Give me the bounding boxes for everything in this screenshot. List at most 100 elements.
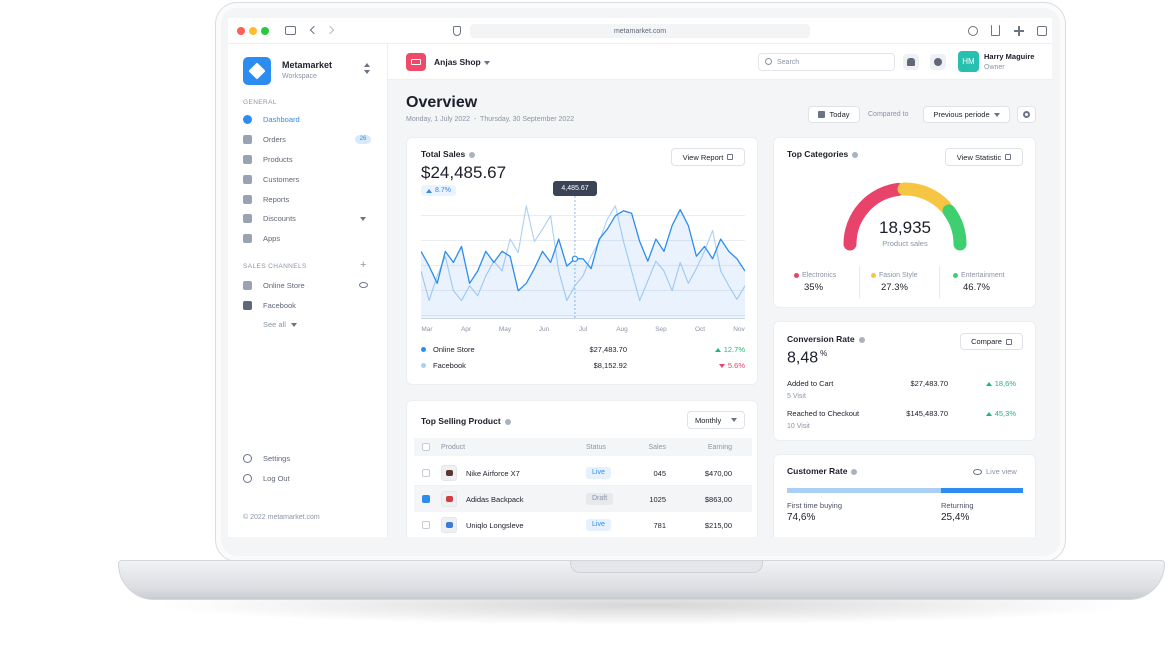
- live-view[interactable]: Live view: [973, 468, 1017, 476]
- help-button[interactable]: [930, 54, 946, 70]
- shop-icon-mark: [411, 59, 421, 65]
- nav-item[interactable]: Customers: [228, 174, 388, 186]
- channel-label: Facebook: [263, 301, 296, 310]
- channel-item[interactable]: Facebook: [228, 300, 388, 312]
- nav-icon: [243, 214, 252, 223]
- info-icon[interactable]: [469, 151, 476, 158]
- conversion-visits: 5 Visit: [787, 393, 806, 400]
- row-checkbox[interactable]: [422, 469, 430, 477]
- divider: [939, 266, 940, 298]
- chevron: [731, 418, 737, 422]
- today-button[interactable]: Today: [808, 106, 860, 123]
- tabs-icon[interactable]: [1037, 26, 1047, 36]
- shop-name[interactable]: Anjas Shop: [434, 57, 481, 67]
- x-tick-label: May: [498, 326, 512, 333]
- brand-logo-mark: [248, 62, 266, 80]
- info-icon[interactable]: [851, 468, 858, 475]
- forward-button[interactable]: [325, 25, 335, 35]
- footer: © 2022 metamarket.com: [243, 514, 320, 521]
- table-row[interactable]: Nike Airforce X7 Live 045 $470,00: [414, 460, 752, 486]
- conversion-change: 18,6%: [966, 380, 1016, 388]
- channel-item[interactable]: Online Store: [228, 280, 388, 292]
- nav-item[interactable]: Apps: [228, 233, 388, 245]
- avatar[interactable]: HM: [958, 51, 979, 72]
- channel-icon: [243, 301, 252, 310]
- view-report-button[interactable]: View Report: [671, 148, 745, 166]
- column-header[interactable]: Earning: [707, 444, 732, 451]
- card-title: Top Categories: [787, 150, 859, 159]
- info-icon[interactable]: [858, 336, 865, 343]
- column-header[interactable]: Sales: [648, 444, 666, 451]
- product-thumbnail-item: [446, 470, 453, 476]
- conversion-card: Conversion Rate Compare 8,48% Added to C…: [773, 321, 1036, 441]
- compare-select[interactable]: Previous periode: [923, 106, 1010, 123]
- legend-change-text: 12.7%: [723, 345, 745, 354]
- brand-name: Metamarket: [282, 60, 333, 70]
- channel-visibility[interactable]: [359, 282, 368, 288]
- nav-badge: 26: [355, 135, 371, 144]
- nav-item[interactable]: Discounts: [228, 213, 388, 225]
- card-title: Total Sales: [421, 150, 476, 159]
- table-row[interactable]: Adidas Backpack Draft 1025 $863,00: [414, 486, 752, 512]
- workspace-switch-down[interactable]: [364, 70, 370, 74]
- card-title: Top Selling Product: [421, 417, 511, 426]
- sidebar-toggle[interactable]: [285, 26, 296, 35]
- compare-button[interactable]: Compare: [960, 333, 1023, 350]
- chevron: [993, 112, 1000, 117]
- add-channel[interactable]: +: [360, 259, 367, 271]
- share-icon[interactable]: [991, 25, 1000, 36]
- back-button[interactable]: [309, 25, 319, 35]
- period-select[interactable]: Monthly: [687, 411, 745, 429]
- topbar: Anjas Shop Search HM Harry Maguire Owner: [388, 44, 1052, 80]
- card-title: Conversion Rate: [787, 335, 865, 344]
- nav-icon: [243, 115, 252, 124]
- window-close[interactable]: [237, 27, 245, 35]
- category-label: Entertainment: [961, 272, 1005, 279]
- sidebar: Metamarket Workspace GENERAL SALES CHANN…: [228, 44, 388, 537]
- info-icon[interactable]: [504, 418, 511, 425]
- conversion-change: 45,3%: [966, 410, 1016, 418]
- brand-logo[interactable]: [243, 57, 271, 85]
- search-box[interactable]: Search: [758, 53, 895, 71]
- table-row[interactable]: Uniqlo Longsleve Live 781 $215,00: [414, 512, 752, 537]
- nav-label: Discounts: [263, 214, 296, 223]
- eye-icon: [973, 468, 982, 475]
- shop-dropdown[interactable]: [484, 61, 490, 65]
- download-icon[interactable]: [968, 26, 978, 36]
- product-name: Adidas Backpack: [466, 495, 524, 504]
- x-tick-label: Mar: [421, 326, 433, 333]
- settings-button[interactable]: [1017, 106, 1036, 123]
- privacy-icon[interactable]: [453, 26, 461, 36]
- up-arrow: [985, 382, 992, 387]
- window-minimize[interactable]: [249, 27, 257, 35]
- workspace-switch-up[interactable]: [364, 63, 370, 67]
- nav-item[interactable]: Log Out: [228, 473, 388, 485]
- earning-cell: $470,00: [704, 469, 732, 478]
- row-checkbox[interactable]: [422, 495, 430, 503]
- category-swatch: [794, 273, 799, 278]
- row-checkbox[interactable]: [422, 521, 430, 529]
- status-badge: Live: [586, 467, 611, 479]
- nav-item[interactable]: Settings: [228, 453, 388, 465]
- legend-label: Facebook: [433, 361, 466, 370]
- see-all[interactable]: See all: [263, 321, 298, 329]
- column-header[interactable]: Status: [586, 444, 606, 451]
- external-icon: [727, 154, 734, 160]
- legend-change-text: 5.6%: [727, 361, 745, 370]
- nav-item[interactable]: Products: [228, 154, 388, 166]
- notifications-button[interactable]: [903, 54, 919, 70]
- nav-item[interactable]: Reports: [228, 194, 388, 206]
- shop-icon[interactable]: [406, 53, 426, 71]
- info-icon[interactable]: [852, 151, 859, 158]
- nav-icon: [243, 474, 252, 483]
- select-all-checkbox[interactable]: [422, 443, 430, 451]
- window-zoom[interactable]: [261, 27, 269, 35]
- nav-item[interactable]: Dashboard: [228, 114, 388, 126]
- view-statistic-button[interactable]: View Statistic: [945, 148, 1023, 166]
- address-bar[interactable]: metamarket.com: [470, 24, 810, 38]
- nav-icon: [243, 155, 252, 164]
- nav-item[interactable]: Orders 26: [228, 134, 388, 146]
- product-name: Nike Airforce X7: [466, 469, 520, 478]
- column-header[interactable]: Product: [441, 444, 466, 451]
- nav-icon: [243, 195, 252, 204]
